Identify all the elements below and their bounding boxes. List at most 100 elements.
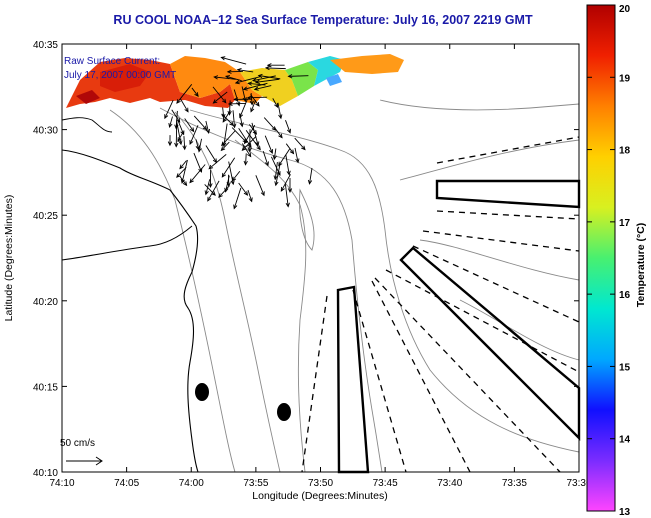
colorbar-tick-label: 14 (619, 435, 631, 446)
x-axis-label: Longitude (Degrees:Minutes) (252, 490, 387, 502)
current-vector-head (239, 113, 244, 119)
current-vector (237, 69, 254, 73)
sst-patch-orange (170, 56, 262, 104)
current-vector (222, 110, 231, 123)
current-vector-head (244, 139, 249, 145)
current-vector (241, 143, 252, 157)
current-vector-head (176, 173, 181, 178)
current-vector (175, 110, 178, 129)
scale-arrow (66, 456, 103, 466)
current-vector (272, 98, 278, 108)
current-vector-head (221, 113, 226, 119)
current-vector-head (266, 63, 272, 68)
current-vector-head (243, 160, 248, 166)
current-vector (180, 98, 189, 112)
current-vector (264, 135, 273, 154)
current-vector-head (301, 145, 306, 151)
current-vector-head (246, 95, 252, 100)
current-vector (274, 161, 278, 180)
current-vector (171, 109, 181, 123)
current-vector (251, 122, 259, 146)
lon-tick-label: 73:45 (373, 478, 398, 489)
current-vector-head (254, 79, 260, 84)
current-vector-head (241, 146, 247, 151)
current-vector-head (227, 110, 232, 116)
current-vector (277, 102, 282, 119)
current-vector-head (180, 130, 185, 136)
lon-tick-label: 73:30 (566, 478, 591, 489)
current-vector-head (250, 107, 255, 113)
colorbar-tick-label: 16 (619, 290, 631, 301)
current-vector-head (182, 145, 187, 151)
current-vector (205, 120, 210, 134)
current-vector (179, 160, 187, 169)
current-vector (169, 116, 173, 128)
colorbar-tick-label: 15 (619, 362, 631, 373)
current-vector (221, 130, 236, 146)
current-vectors (164, 56, 313, 210)
current-vector (214, 76, 236, 80)
current-vector (207, 180, 220, 202)
current-vector-head (239, 122, 244, 128)
current-vector-head (213, 75, 219, 80)
station-marker-west (195, 383, 209, 401)
current-vector (278, 148, 291, 166)
current-vector-head (180, 178, 185, 184)
current-vector (245, 153, 247, 165)
current-vector-head (247, 147, 252, 153)
latitude-ticks: 40:35 40:30 40:25 40:20 40:15 40:10 (33, 40, 579, 479)
coastline-bay (61, 225, 193, 261)
current-vector (233, 89, 240, 106)
current-vector-head (307, 179, 313, 185)
current-vector-head (168, 122, 173, 128)
current-vector-head (285, 202, 290, 208)
lat-tick-label: 40:20 (33, 297, 58, 308)
current-vector (288, 75, 309, 77)
current-vector (273, 148, 277, 160)
current-vector (221, 141, 230, 151)
current-vector-head (251, 77, 257, 83)
current-vector-head (280, 186, 285, 192)
current-vector (284, 183, 289, 207)
current-vector-head (221, 172, 226, 178)
lat-tick-label: 40:10 (33, 468, 58, 479)
current-vector-head (236, 101, 241, 107)
current-vector-head (211, 191, 216, 196)
current-vector-head (287, 74, 293, 79)
current-vector (205, 179, 211, 195)
coastline-inner (61, 117, 113, 133)
current-vector-head (189, 127, 195, 133)
current-vector-head (236, 68, 242, 73)
current-vector-head (178, 140, 183, 146)
sst-patch-northeast (330, 54, 404, 74)
colorbar-tick-label: 13 (619, 507, 631, 518)
current-vector-head (253, 86, 259, 91)
sst-patch-darkred (76, 90, 100, 104)
current-vector-head (264, 161, 269, 167)
current-vector (233, 187, 242, 209)
current-vector (184, 118, 195, 132)
lon-tick-label: 73:55 (243, 478, 268, 489)
current-vector-head (234, 80, 240, 85)
current-vector-head (194, 92, 199, 97)
current-vector-head (177, 137, 182, 142)
current-vector-head (227, 101, 233, 106)
colorbar-ticks: 13 14 15 16 17 18 19 20 (587, 4, 631, 518)
current-vector (191, 87, 199, 97)
bathymetry-contours (109, 99, 580, 473)
current-vector-head (249, 100, 254, 106)
current-vector-head (184, 107, 189, 113)
current-vector-head (224, 187, 229, 193)
current-vector-head (230, 180, 235, 186)
current-vector-head (260, 191, 265, 197)
current-vector-head (257, 73, 263, 79)
lon-tick-label: 73:35 (502, 478, 527, 489)
current-vector (225, 75, 242, 82)
map-plot-area (62, 44, 579, 472)
current-vector-head (278, 133, 283, 139)
current-vector (265, 67, 286, 70)
lon-tick-label: 74:10 (49, 478, 74, 489)
current-vector (241, 86, 246, 102)
current-vector-head (255, 141, 260, 147)
current-vector (213, 91, 228, 104)
